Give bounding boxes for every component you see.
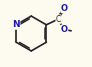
Text: N: N <box>12 20 20 29</box>
Text: C: C <box>56 15 61 24</box>
Text: O: O <box>61 4 68 13</box>
Text: O: O <box>61 25 68 34</box>
